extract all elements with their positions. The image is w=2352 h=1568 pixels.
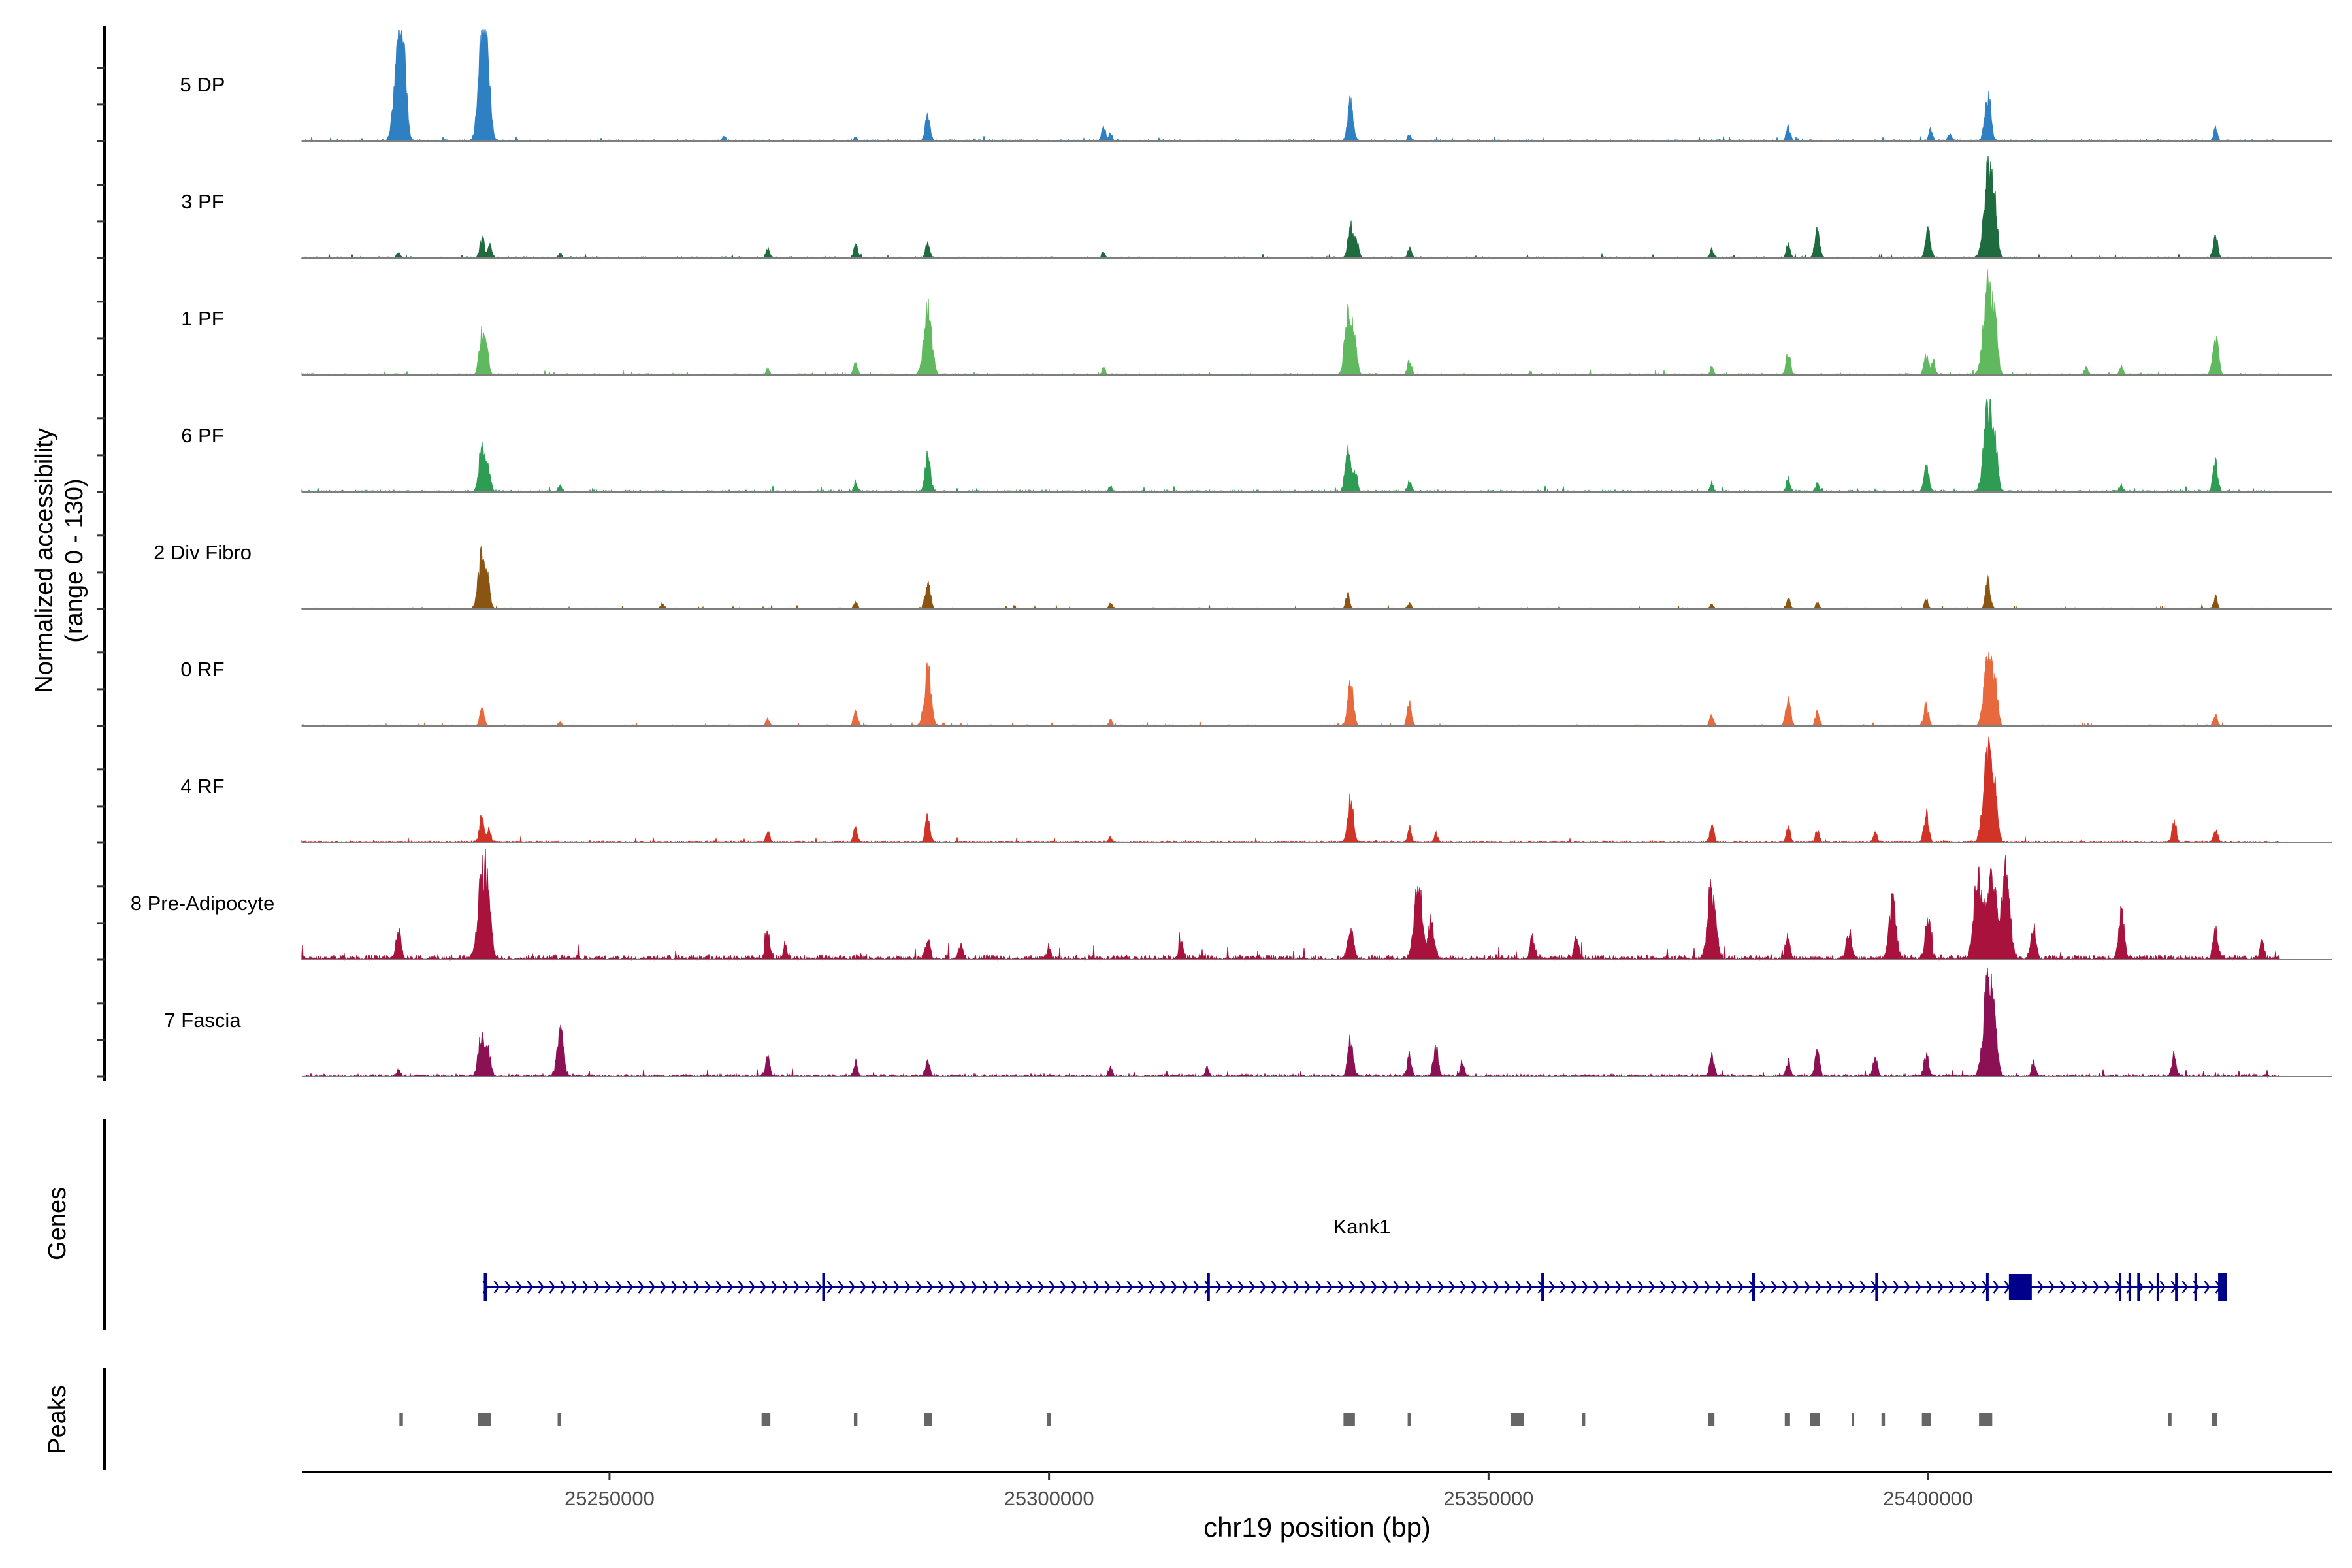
peak-region [2168,1413,2172,1426]
peak-region [1581,1413,1586,1426]
y-axis-label-line1: Normalized accessibility [31,428,58,693]
gene-exon [2137,1273,2140,1301]
peak-region [1047,1413,1051,1426]
gene-exon [2119,1273,2122,1301]
track-6-pf [301,398,2332,494]
peak-region [1708,1413,1715,1426]
track-3-pf [301,155,2332,259]
y-axis-label-line2: (range 0 - 130) [61,478,88,642]
gene-exon [2175,1273,2178,1301]
peak-region [557,1413,561,1426]
gene-exon [2218,1273,2227,1301]
track-0-rf [301,652,2332,727]
gene-exon [1207,1273,1210,1301]
x-tick-label: 25300000 [1004,1487,1094,1510]
track-label: 4 RF [180,775,224,798]
x-tick-label: 25400000 [1883,1487,1973,1510]
gene-exon [1875,1273,1878,1301]
peak-region [1852,1413,1855,1426]
track-label: 2 Div Fibro [154,541,252,564]
gene-track [482,1273,2227,1301]
peak-region [761,1413,771,1426]
peak-region [1343,1413,1355,1426]
track-2-div-fibro [301,546,2332,610]
peak-region [478,1413,491,1426]
track-labels: 5 DP 3 PF 1 PF 6 PF 2 Div Fibro 0 RF 4 RF 8 Pre… [131,73,275,1032]
gene-exon [1541,1273,1544,1301]
peak-region [1979,1413,1993,1426]
track-label: 6 PF [181,424,223,447]
genes-panel-label: Genes [44,1187,71,1260]
gene-exon [822,1273,825,1301]
gene-exon [483,1273,487,1301]
gene-exon [2008,1274,2032,1300]
peak-region [1407,1413,1411,1426]
track-label: 8 Pre-Adipocyte [131,892,275,915]
peak-region [1881,1413,1886,1426]
track-4-rf [301,736,2332,844]
peak-region [399,1413,403,1426]
track-5-dp [301,29,2332,142]
track-1-pf [301,269,2332,376]
track-label: 7 Fascia [164,1009,241,1032]
gene-exon [1985,1273,1989,1301]
peak-region [924,1413,932,1426]
track-8-pre-adipocyte [301,848,2332,962]
peak-region [2212,1413,2217,1426]
peak-region [1810,1413,1820,1426]
peak-region [1511,1413,1524,1426]
track-label: 3 PF [181,190,223,213]
peak-region [1784,1413,1790,1426]
x-tick-label: 25350000 [1443,1487,1533,1510]
peaks-panel-label: Peaks [44,1385,71,1454]
peaks-track [399,1413,2217,1426]
track-label: 1 PF [181,307,223,330]
gene-name-label: Kank1 [1333,1215,1391,1238]
track-label: 5 DP [180,73,225,96]
x-axis-ticks: 25250000 25300000 25350000 25400000 [564,1472,1973,1510]
x-tick-label: 25250000 [564,1487,655,1510]
gene-exon [2156,1273,2159,1301]
gene-exon [2128,1273,2131,1301]
x-axis-title: chr19 position (bp) [1203,1512,1431,1543]
track-7-fascia [301,967,2332,1079]
gene-exon [2194,1273,2197,1301]
peak-region [1921,1413,1931,1426]
track-label: 0 RF [180,658,224,681]
accessibility-tracks [301,29,2332,1079]
accessibility-y-axis [97,26,106,1081]
gene-exon [1752,1273,1756,1301]
peak-region [853,1413,858,1426]
